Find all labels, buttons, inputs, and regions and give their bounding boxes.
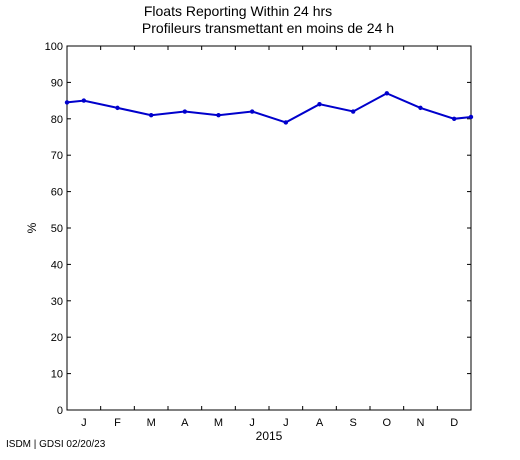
y-tick-label: 100 (45, 41, 63, 53)
chart-plot-area (64, 91, 474, 125)
x-tick-label: D (450, 417, 458, 429)
x-tick-label: J (249, 417, 255, 429)
data-point (418, 105, 423, 111)
y-tick-label: 50 (51, 223, 63, 235)
x-tick-label: O (383, 417, 392, 429)
data-point (249, 109, 255, 114)
data-point (148, 112, 154, 118)
y-tick-label: 30 (51, 296, 63, 308)
x-axis-label: 2015 (256, 429, 283, 443)
x-tick-label: M (214, 417, 223, 429)
data-point (182, 109, 188, 114)
x-tick-label: N (417, 417, 425, 429)
x-tick-label: A (316, 417, 324, 429)
x-tick-label: J (81, 417, 87, 429)
data-point (216, 112, 221, 118)
y-tick-label: 90 (51, 77, 63, 89)
y-tick-label: 20 (51, 332, 63, 344)
x-tick-label: A (181, 417, 189, 429)
chart-subtitle: Profileurs transmettant en moins de 24 h (141, 20, 395, 36)
data-point (451, 116, 457, 122)
data-point (81, 98, 87, 103)
y-tick-label: 10 (51, 369, 63, 381)
y-tick-label: 40 (51, 259, 63, 271)
y-tick-label: 0 (57, 405, 63, 417)
footer-credit: ISDM | GDSI 02/20/23 (6, 439, 106, 450)
y-tick-label: 60 (51, 187, 63, 199)
x-tick-label: J (283, 417, 289, 429)
data-point (350, 109, 356, 114)
x-tick-label: S (349, 417, 356, 429)
chart-axes: 0 10 20 30 40 50 60 70 80 90 100 J F M A M J J A S O N D (45, 41, 472, 429)
data-point (115, 105, 120, 111)
y-axis-label: % (25, 222, 39, 233)
data-point (317, 102, 322, 107)
data-point (283, 120, 289, 125)
data-point (64, 100, 70, 105)
y-tick-label: 70 (51, 150, 63, 162)
x-tick-label: F (114, 417, 121, 429)
chart-title: Floats Reporting Within 24 hrs (143, 3, 333, 19)
data-point (468, 114, 474, 120)
x-tick-label: M (147, 417, 156, 429)
plot-frame (66, 45, 472, 411)
data-point (384, 91, 390, 96)
series-line (66, 92, 472, 124)
y-tick-label: 80 (51, 114, 63, 126)
